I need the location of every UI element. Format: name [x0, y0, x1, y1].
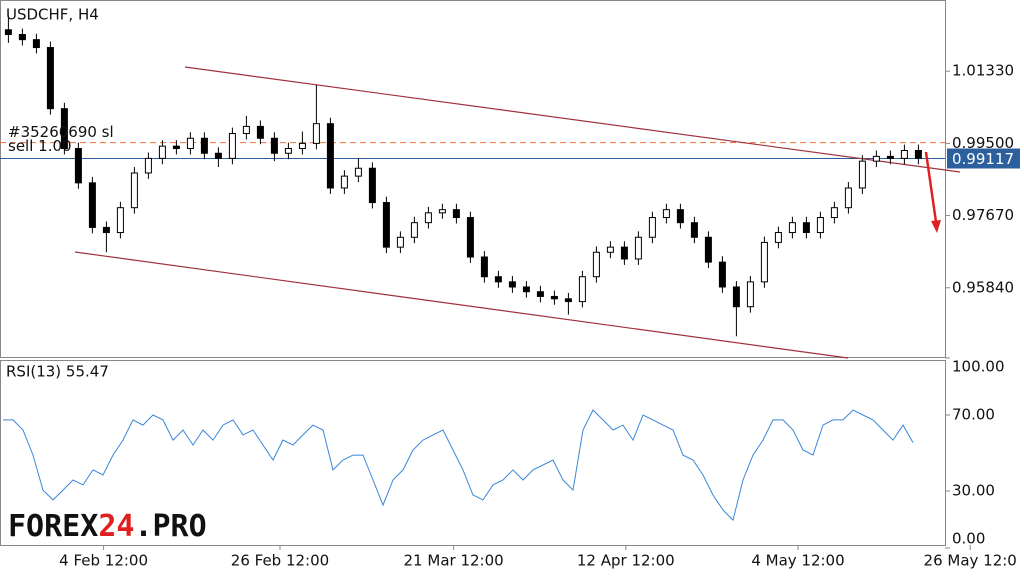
candle-body: [382, 202, 390, 248]
y-tick-label: 1.01330: [952, 62, 1014, 80]
x-tick-label: 26 May 12:0: [924, 552, 1017, 570]
candle-body: [704, 236, 712, 263]
candle-body: [634, 236, 642, 260]
logo: FOREX24.PRO: [8, 509, 207, 544]
candle-body: [662, 209, 670, 219]
candle-body: [732, 286, 740, 308]
rsi-title: RSI(13) 55.47: [6, 363, 109, 381]
price-panel: [0, 0, 946, 358]
current-price-label: 0.99117: [952, 150, 1014, 168]
candle-body: [676, 209, 684, 224]
candle-body: [270, 137, 278, 154]
channel-upper: [184, 66, 961, 173]
candle-body: [424, 212, 432, 224]
rsi-panel: [0, 360, 946, 546]
candle-body: [844, 187, 852, 209]
candle-body: [900, 149, 908, 159]
y-tick-label: 100.00: [952, 358, 1005, 376]
candle-body: [550, 295, 558, 300]
y-tick-label: 0.00: [952, 530, 985, 548]
candle-body: [284, 148, 292, 154]
logo-part: 24: [98, 509, 134, 544]
current-price-box: [947, 148, 1020, 169]
candle-body: [396, 236, 404, 248]
candle-body: [438, 209, 446, 214]
candle-body: [326, 123, 334, 189]
candle-body: [452, 209, 460, 219]
candle-body: [214, 152, 222, 159]
candle-body: [788, 222, 796, 234]
candle-body: [914, 149, 922, 159]
order-label: #35260690 sl: [8, 123, 114, 141]
candle-body: [410, 222, 418, 238]
y-tick-label: 0.95840: [952, 278, 1014, 296]
candle-body: [466, 217, 474, 258]
candle-body: [130, 172, 138, 209]
candle-body: [830, 207, 838, 219]
y-tick-label: 70.00: [952, 406, 995, 424]
channel-lower: [74, 251, 849, 359]
candle-body: [592, 251, 600, 278]
candle-body: [746, 281, 754, 308]
candle-body: [74, 148, 82, 184]
candle-body: [536, 291, 544, 297]
logo-part: .PRO: [134, 509, 206, 544]
candle-body: [18, 34, 26, 41]
candle-body: [522, 286, 530, 293]
candle-body: [144, 157, 152, 174]
candle-body: [186, 137, 194, 150]
order-sublabel: sell 1.00: [8, 137, 72, 155]
rsi-line: [3, 409, 914, 522]
logo-part: FOREX: [8, 509, 98, 544]
candle-body: [256, 125, 264, 139]
x-tick-label: 4 May 12:00: [751, 552, 844, 570]
candle-body: [200, 137, 208, 154]
candle-body: [354, 167, 362, 177]
candle-body: [88, 182, 96, 228]
x-tick-label: 26 Feb 12:00: [231, 552, 329, 570]
candle-body: [32, 39, 40, 49]
candle-body: [718, 261, 726, 288]
candle-body: [4, 29, 12, 36]
candle-body: [494, 276, 502, 283]
candle-body: [886, 155, 894, 159]
candle-body: [802, 222, 810, 234]
candle-body: [872, 155, 880, 162]
candle-body: [480, 256, 488, 278]
candle-body: [620, 246, 628, 260]
candle-body: [116, 207, 124, 234]
candle-body: [368, 167, 376, 204]
candle-body: [760, 241, 768, 283]
candle-body: [172, 145, 180, 150]
candle-body: [242, 125, 250, 135]
candle-body: [158, 145, 166, 159]
candle-body: [228, 133, 236, 159]
candle-body: [690, 222, 698, 238]
x-tick-label: 4 Feb 12:00: [59, 552, 148, 570]
candle-body: [46, 47, 54, 110]
candle-body: [606, 246, 614, 253]
candle-body: [564, 298, 572, 303]
y-tick-label: 0.97670: [952, 206, 1014, 224]
y-tick-label: 30.00: [952, 482, 995, 500]
x-tick-label: 12 Apr 12:00: [577, 552, 675, 570]
candle-body: [578, 276, 586, 303]
forecast-arrow-head: [931, 220, 941, 233]
forecast-arrow: [924, 151, 938, 223]
candle-body: [340, 175, 348, 189]
chart-title: USDCHF, H4: [6, 6, 99, 24]
candle-body: [858, 160, 866, 189]
candle-body: [774, 232, 782, 243]
candle-body: [508, 281, 516, 288]
candle-body: [312, 123, 320, 144]
candle-body: [816, 217, 824, 234]
candle-body: [102, 226, 110, 234]
x-tick-label: 21 Mar 12:00: [404, 552, 504, 570]
candle-body: [298, 142, 306, 150]
candle-body: [648, 217, 656, 238]
candle-body: [60, 108, 68, 150]
y-tick-label: 0.99500: [952, 134, 1014, 152]
